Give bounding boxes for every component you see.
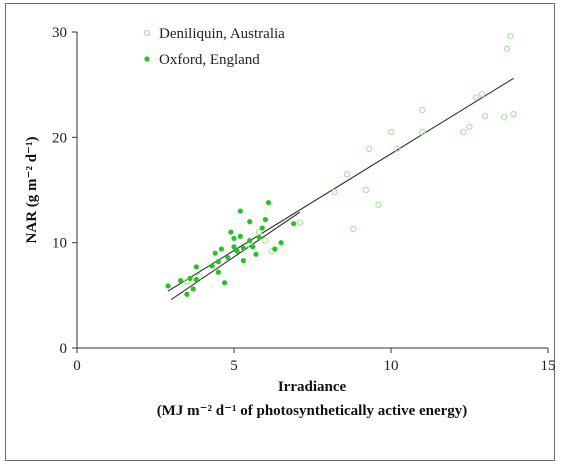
data-point-deniliquin [466,123,473,131]
x-axis-subtitle: (MJ m⁻² d⁻¹ of photosynthetically active… [157,403,468,419]
data-point-deniliquin [419,106,426,114]
data-point-deniliquin [296,219,304,226]
data-point-oxford [231,235,237,242]
data-point-oxford [240,257,247,264]
data-point-oxford [247,219,253,225]
data-point-deniliquin [500,114,508,121]
data-point-oxford [209,263,215,269]
data-point-oxford [184,291,190,297]
data-point-oxford [165,283,171,289]
y-tick-label: 10 [52,236,67,252]
x-tick-label: 5 [230,358,238,374]
data-point-deniliquin [419,128,426,136]
data-point-deniliquin [362,186,370,194]
x-tick-label: 0 [73,358,81,374]
x-tick-label: 10 [384,358,399,374]
data-point-deniliquin [460,128,467,136]
y-tick-label: 0 [60,341,68,357]
data-point-oxford [262,216,268,223]
data-point-oxford [187,275,193,282]
data-point-oxford [193,276,199,283]
data-point-oxford [237,208,243,214]
data-point-deniliquin [507,33,514,40]
data-point-deniliquin [262,237,269,244]
data-point-oxford [225,254,231,261]
data-point-deniliquin [394,145,401,153]
data-point-deniliquin [478,90,486,98]
data-point-deniliquin [331,188,338,196]
data-point-deniliquin [183,278,191,285]
data-point-deniliquin [350,225,357,233]
data-point-oxford [256,234,262,240]
data-point-oxford [253,251,259,257]
data-point-deniliquin [255,228,263,236]
legend-label-oxford: Oxford, England [159,52,260,68]
data-point-deniliquin [472,94,479,101]
x-tick-label: 15 [541,358,556,374]
data-point-oxford [240,245,247,251]
data-point-oxford [221,280,228,286]
data-point-oxford [218,246,225,252]
data-point-deniliquin [482,113,489,120]
regression-line [167,77,514,292]
plot-area [165,33,517,301]
legend: Deniliquin, Australia Oxford, England [143,26,285,68]
data-point-oxford [265,200,272,206]
data-point-oxford [234,248,240,254]
data-point-oxford [259,225,265,231]
data-point-deniliquin [365,145,373,153]
x-axis-title: Irradiance [278,379,347,395]
data-point-oxford [190,286,196,292]
data-point-oxford [193,264,199,270]
data-point-oxford [237,233,243,239]
legend-marker-deniliquin [143,29,151,37]
data-point-oxford [247,237,253,244]
data-point-oxford [272,246,278,252]
y-tick-label: 30 [52,25,67,41]
data-point-oxford [278,240,284,246]
data-point-oxford [215,259,221,265]
chart-frame [5,3,555,461]
data-point-oxford [231,244,237,250]
data-point-oxford [228,229,234,235]
data-point-deniliquin [387,128,395,136]
data-point-oxford [250,244,256,250]
data-point-deniliquin [510,110,517,118]
regression-line [170,211,301,301]
data-point-deniliquin [503,45,511,53]
legend-marker-oxford [144,56,150,62]
data-point-oxford [215,269,221,275]
data-point-oxford [212,250,218,256]
data-point-deniliquin [343,170,351,178]
data-point-oxford [291,221,297,227]
data-point-deniliquin [196,273,203,280]
data-point-oxford [178,277,184,284]
y-tick-label: 20 [52,130,67,146]
legend-label-deniliquin: Deniliquin, Australia [159,26,285,42]
y-axis-title: NAR (g m⁻² d⁻¹) [24,137,40,244]
data-point-deniliquin [375,201,382,208]
axes: 0 5 10 15 0 10 20 30 [52,25,556,374]
